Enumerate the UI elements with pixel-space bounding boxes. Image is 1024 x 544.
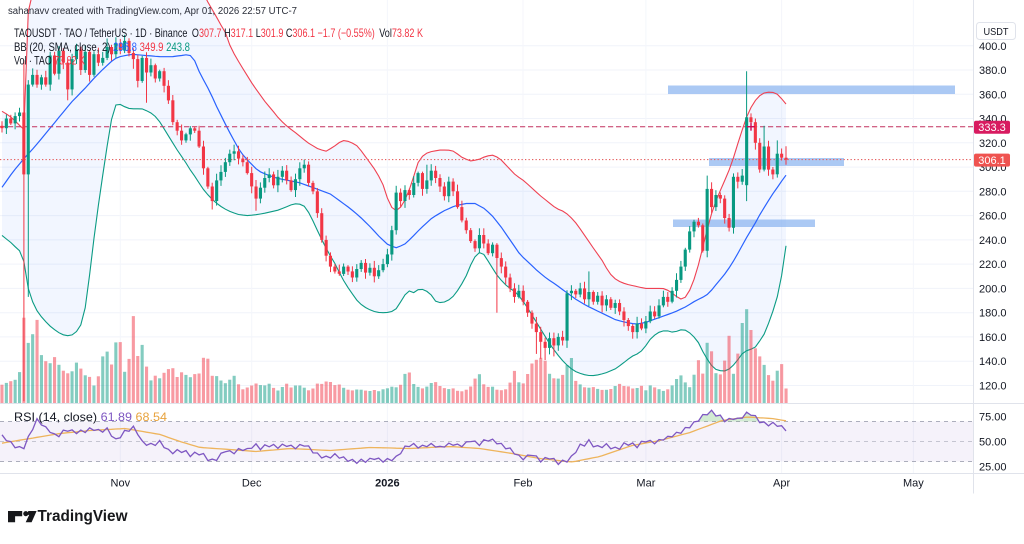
svg-text:Vol · TAO 73.82 K: Vol · TAO 73.82 K (14, 54, 85, 68)
svg-text:380.0: 380.0 (979, 65, 1007, 77)
svg-text:Nov: Nov (111, 478, 131, 490)
svg-text:May: May (903, 478, 924, 490)
svg-text:280.0: 280.0 (979, 186, 1007, 198)
svg-text:USDT: USDT (984, 26, 1010, 38)
svg-text:306.1: 306.1 (978, 155, 1006, 167)
svg-text:TradingView: TradingView (38, 508, 129, 525)
svg-text:25.00: 25.00 (979, 462, 1007, 474)
svg-text:220.0: 220.0 (979, 259, 1007, 271)
svg-text:RSI (14, close) 61.89 68.54: RSI (14, close) 61.89 68.54 (14, 410, 167, 424)
svg-text:50.00: 50.00 (979, 437, 1007, 449)
svg-text:180.0: 180.0 (979, 308, 1007, 320)
svg-text:Apr: Apr (773, 478, 790, 490)
svg-text:TAOUSDT · TAO / TetherUS · 1D: TAOUSDT · TAO / TetherUS · 1D · Binance … (14, 26, 423, 40)
svg-text:260.0: 260.0 (979, 211, 1007, 223)
svg-text:160.0: 160.0 (979, 332, 1007, 344)
svg-text:320.0: 320.0 (979, 138, 1007, 150)
svg-text:2026: 2026 (375, 478, 399, 490)
svg-text:240.0: 240.0 (979, 235, 1007, 247)
svg-text:120.0: 120.0 (979, 381, 1007, 393)
svg-text:sahanavv created with TradingV: sahanavv created with TradingView.com, A… (8, 6, 297, 17)
svg-text:Dec: Dec (242, 478, 262, 490)
svg-text:360.0: 360.0 (979, 89, 1007, 101)
svg-text:Feb: Feb (514, 478, 533, 490)
svg-text:400.0: 400.0 (979, 41, 1007, 53)
svg-text:BB (20, SMA, close, 2) 296.8 3: BB (20, SMA, close, 2) 296.8 349.9 243.8 (14, 40, 190, 54)
svg-text:333.3: 333.3 (978, 122, 1006, 134)
svg-text:140.0: 140.0 (979, 356, 1007, 368)
svg-text:200.0: 200.0 (979, 283, 1007, 295)
svg-text:Mar: Mar (636, 478, 655, 490)
svg-text:75.00: 75.00 (979, 412, 1007, 424)
